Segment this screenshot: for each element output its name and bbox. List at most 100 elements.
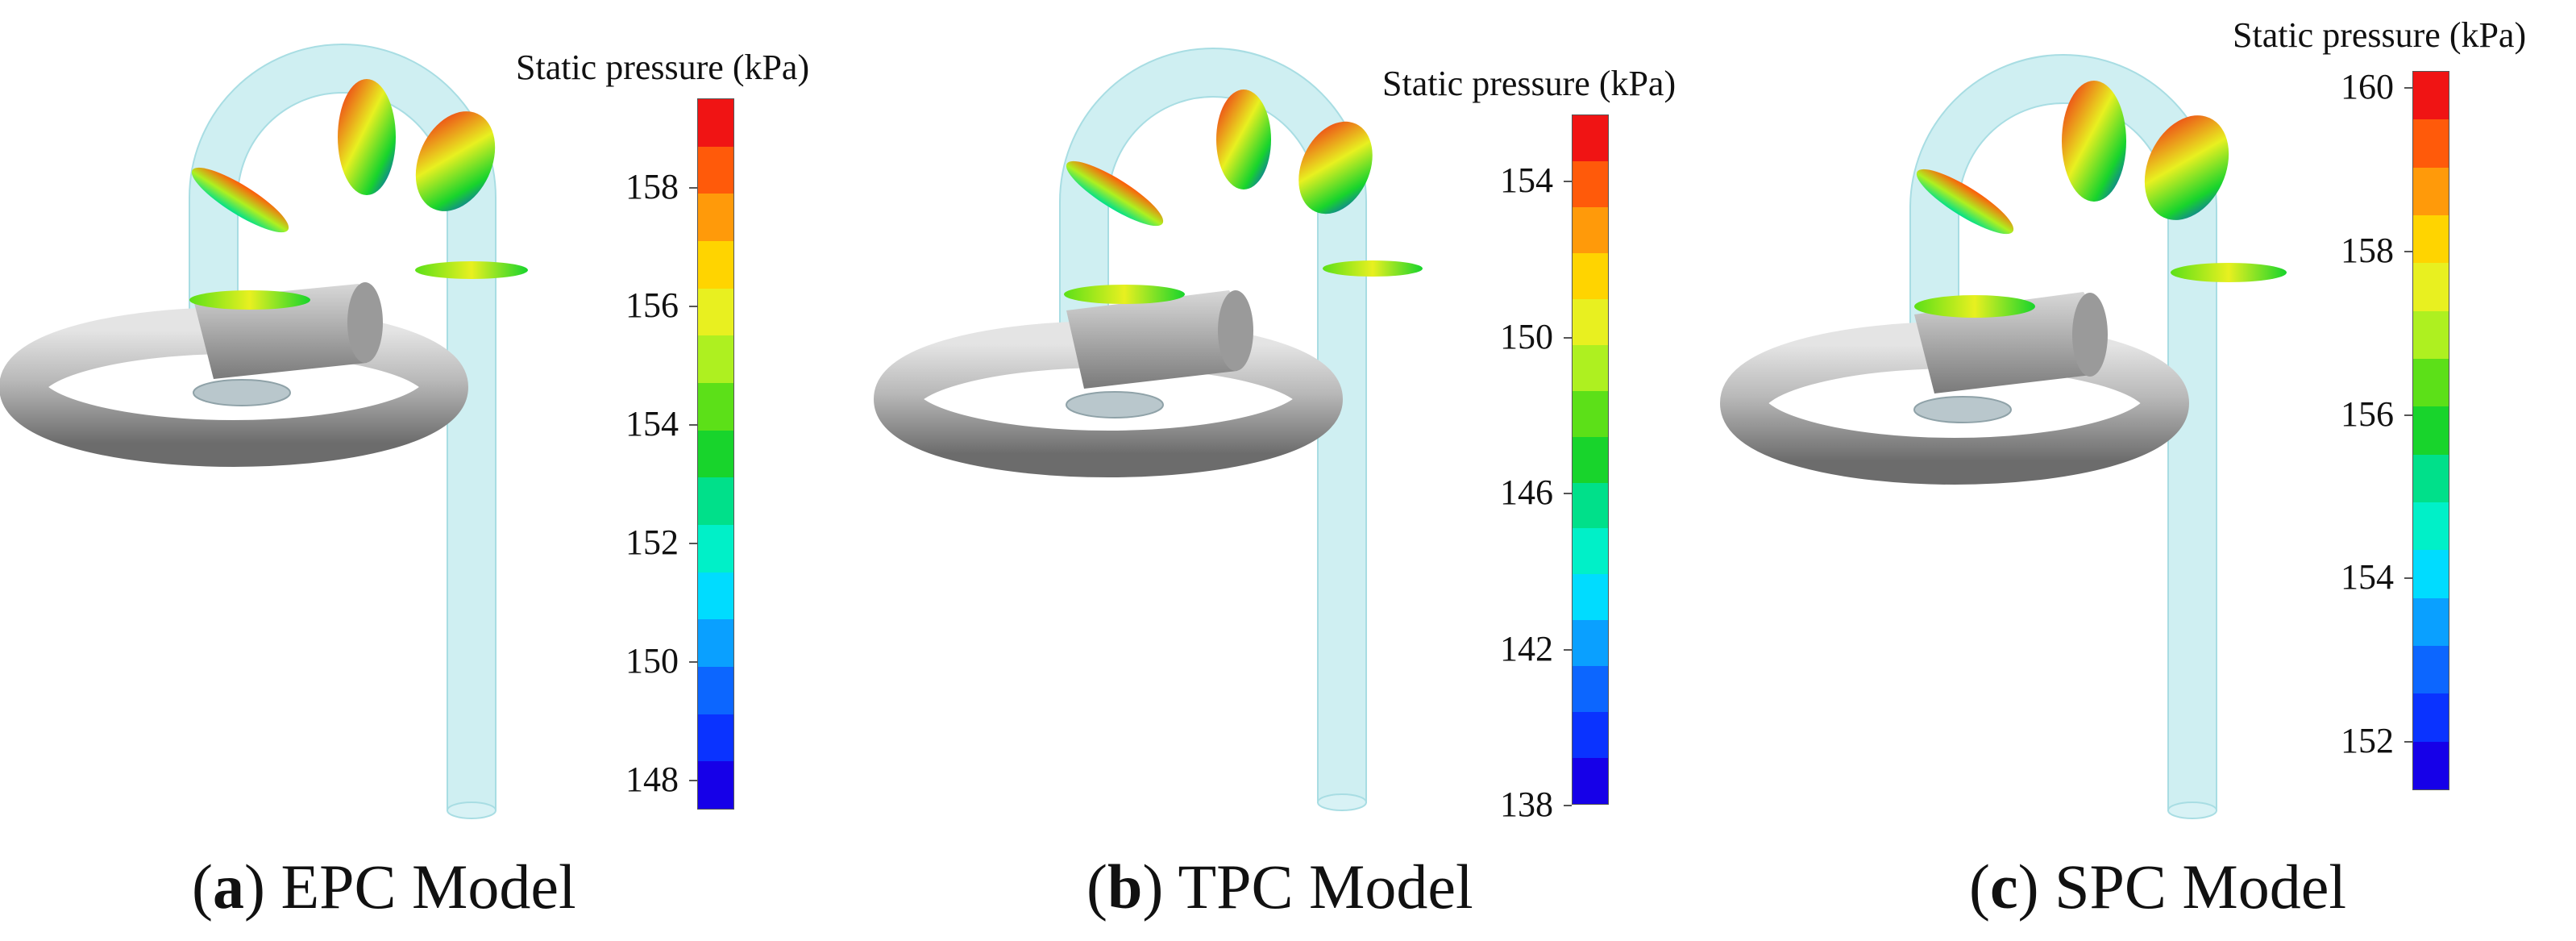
colorbar-segment [1573,252,1608,299]
colorbar-tick-mark [1564,805,1572,806]
panel-model-name: TPC Model [1178,851,1473,922]
colorbar-tick-label: 150 [625,641,679,681]
colorbar-tick-mark [2404,741,2412,743]
panel-spc: Static pressure (kPa) 152 154 156 158 160 (c… [1717,0,2576,941]
panel-model-name: SPC Model [2055,851,2347,922]
colorbar-segment [1573,528,1608,575]
colorbar-segment [698,619,733,668]
colorbar-segment [1573,160,1608,207]
colorbar-tick-label: 158 [625,167,679,207]
colorbar-tick-label: 146 [1500,473,1553,513]
colorbar-tick-mark [689,306,697,308]
colorbar-segment [2413,358,2449,407]
colorbar-segment [2413,406,2449,455]
colorbar-tick-label: 156 [2341,393,2394,434]
colorbar-segment [1573,482,1608,529]
colorbar-segment [698,241,733,289]
colorbar-segment [1573,666,1608,713]
colorbar-ticks: 152 154 156 158 160 [2304,67,2412,790]
colorbar-tick-label: 154 [625,404,679,444]
colorbar-segment [2413,310,2449,359]
colorbar-segment [1573,758,1608,805]
colorbar-tick-mark [2404,87,2412,90]
colorbar-tick-mark [1564,336,1572,339]
colorbar-segment [698,383,733,431]
colorbar-tick-mark [2404,251,2412,252]
colorbar-tick-mark [689,543,697,545]
colorbar-tick-label: 142 [1500,628,1553,668]
colorbar-title: Static pressure (kPa) [516,48,810,87]
panel-model-name: EPC Model [280,851,576,922]
colorbar-segment [2413,597,2449,646]
colorbar [697,98,734,810]
colorbar-segment [1573,344,1608,391]
colorbar-segment [2413,263,2449,311]
colorbar-segment [698,194,733,242]
colorbar-segment [698,667,733,714]
colorbar-segment [2413,693,2449,742]
colorbar-segment [698,477,733,526]
colorbar-segment [1573,298,1608,345]
colorbar-tick-label: 152 [2341,721,2394,761]
colorbar-tick-label: 156 [625,285,679,326]
colorbar-segment [2413,502,2449,551]
colorbar-segment [2413,72,2449,120]
colorbar-segment [698,288,733,336]
colorbar-tick-mark [689,424,697,427]
colorbar-tick-label: 150 [1500,316,1553,356]
colorbar-segment [698,430,733,478]
panel-epc: Static pressure (kPa) 148 150 152 154 156 158… [0,0,858,941]
panel-tpc: Static pressure (kPa) 138 142 146 150 154 (b… [858,0,1717,941]
colorbar-segment [1573,436,1608,483]
colorbar-tick-label: 154 [2341,557,2394,597]
colorbar-tick-label: 138 [1500,785,1553,824]
colorbar-tick-label: 152 [625,523,679,563]
colorbar-segment [2413,741,2449,789]
colorbar-segment [698,572,733,620]
colorbar-segment [698,525,733,573]
colorbar-segment [1573,620,1608,667]
colorbar-segment [698,335,733,384]
colorbar [2412,71,2449,790]
panel-letter: b [1107,851,1143,922]
colorbar-segment [698,714,733,762]
colorbar-segment [2413,454,2449,502]
pump-geometry-tpc [874,48,1423,811]
colorbar-tick-mark [689,187,697,189]
colorbar-tick-mark [689,780,697,782]
colorbar-tick-mark [2404,414,2412,416]
colorbar-segment [1573,574,1608,621]
colorbar-segment [698,99,733,147]
colorbar-segment [1573,390,1608,437]
colorbar-segment [2413,645,2449,694]
colorbar-ticks: 138 142 146 150 154 [1463,115,1572,822]
pump-geometry-spc [1720,54,2287,819]
colorbar-tick-label: 158 [2341,231,2394,270]
colorbar-segment [1573,115,1608,161]
colorbar-segment [2413,550,2449,598]
colorbar-segment [2413,119,2449,168]
colorbar-segment [698,146,733,194]
panel-letter: a [212,851,244,922]
colorbar-segment [698,761,733,810]
colorbar-tick-mark [1564,648,1572,651]
colorbar-tick-label: 148 [625,760,679,800]
colorbar-tick-label: 154 [1500,160,1553,201]
colorbar-segment [1573,206,1608,253]
panel-letter: c [1989,851,2018,922]
colorbar-tick-mark [689,661,697,664]
colorbar-tick-label: 160 [2341,67,2394,107]
colorbar-segment [2413,214,2449,264]
colorbar [1572,115,1609,805]
panel-caption: (b) TPC Model [1086,851,1473,922]
colorbar-title: Static pressure (kPa) [2233,15,2527,55]
panel-caption: (c) SPC Model [1969,851,2347,922]
colorbar-tick-mark [1564,181,1572,183]
colorbar-title: Static pressure (kPa) [1382,64,1676,103]
colorbar-segment [2413,167,2449,215]
colorbar-tick-mark [1564,493,1572,495]
colorbar-segment [1573,712,1608,759]
colorbar-tick-mark [2404,577,2412,580]
pump-geometry-epc [0,44,528,819]
panel-caption: (a) EPC Model [192,851,576,922]
